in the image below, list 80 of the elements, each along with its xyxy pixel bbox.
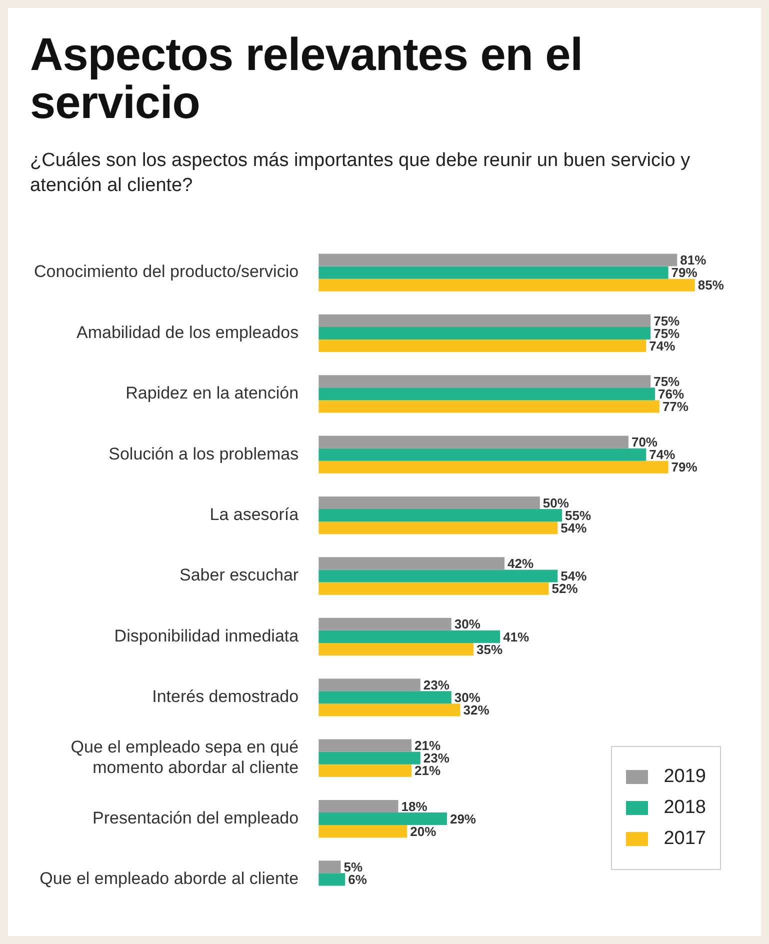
y-tick-label: Rapidez en la atención bbox=[126, 384, 299, 403]
data-label: 35% bbox=[476, 642, 503, 657]
bar bbox=[318, 254, 678, 266]
y-tick-label: Interés demostrado bbox=[152, 687, 299, 706]
data-label: 75% bbox=[654, 326, 680, 341]
bar bbox=[318, 752, 420, 764]
bar bbox=[318, 764, 412, 777]
bar bbox=[318, 812, 447, 826]
bar bbox=[318, 388, 656, 400]
data-label: 23% bbox=[423, 677, 450, 692]
bar bbox=[318, 630, 500, 643]
data-label: 50% bbox=[542, 495, 570, 510]
bar bbox=[318, 678, 420, 692]
bar bbox=[318, 522, 558, 534]
y-tick-label: Que el empleado aborde al cliente bbox=[40, 869, 299, 888]
bar bbox=[318, 400, 660, 413]
bar bbox=[318, 460, 668, 474]
bar bbox=[318, 557, 505, 570]
data-label: 85% bbox=[698, 278, 724, 293]
chart-subtitle: ¿Cuáles son los aspectos más importantes que debe reunir un buen servicio y atención al cliente? bbox=[30, 149, 692, 198]
bar bbox=[318, 436, 628, 448]
data-label: 30% bbox=[454, 616, 481, 632]
y-tick-label: Que el empleado sepa en qué momento abordar al cliente bbox=[70, 738, 299, 777]
y-tick-label: La asesoría bbox=[210, 504, 300, 524]
data-label: 29% bbox=[450, 811, 476, 826]
data-label: 81% bbox=[680, 252, 707, 268]
bar bbox=[318, 266, 668, 279]
bar bbox=[318, 278, 695, 292]
bar bbox=[318, 691, 452, 704]
bar bbox=[318, 509, 562, 522]
bar bbox=[318, 314, 651, 327]
bar bbox=[318, 825, 408, 838]
data-label: 32% bbox=[463, 702, 490, 718]
bar bbox=[318, 570, 558, 582]
y-tick-label: Conocimiento del producto/servicio bbox=[34, 262, 299, 282]
y-tick-label: Presentación del empleado bbox=[92, 808, 299, 828]
data-label: 70% bbox=[631, 434, 658, 450]
bar bbox=[318, 873, 346, 886]
bar bbox=[318, 326, 651, 340]
bar bbox=[318, 618, 452, 630]
bar bbox=[318, 496, 540, 510]
bar bbox=[318, 860, 341, 874]
data-label: 20% bbox=[410, 824, 437, 839]
data-label: 74% bbox=[649, 338, 676, 354]
bar bbox=[318, 704, 460, 716]
data-label: 41% bbox=[503, 629, 530, 644]
legend-label: 2019 bbox=[664, 766, 706, 788]
y-tick-label: Disponibilidad inmediata bbox=[114, 626, 300, 646]
bar bbox=[318, 340, 646, 352]
bar bbox=[318, 800, 398, 812]
data-label: 55% bbox=[565, 508, 592, 523]
data-label: 74% bbox=[649, 447, 676, 462]
bar bbox=[318, 375, 651, 388]
data-label: 79% bbox=[671, 460, 698, 475]
data-label: 79% bbox=[671, 265, 698, 280]
data-label: 6% bbox=[348, 872, 368, 888]
data-label: 52% bbox=[552, 581, 578, 596]
data-label: 77% bbox=[662, 399, 689, 414]
data-label: 54% bbox=[560, 520, 588, 536]
bar bbox=[318, 739, 412, 752]
data-label: 75% bbox=[654, 374, 680, 389]
data-label: 30% bbox=[454, 690, 481, 705]
legend-label: 2017 bbox=[664, 828, 706, 850]
bar bbox=[318, 448, 646, 461]
legend-label: 2018 bbox=[664, 797, 706, 819]
y-tick-label: Solución a los problemas bbox=[108, 444, 299, 464]
chart-title: Aspectos relevantes en el servicio bbox=[30, 28, 584, 128]
data-label: 42% bbox=[508, 556, 534, 572]
data-label: 54% bbox=[560, 568, 588, 584]
data-label: 75% bbox=[654, 313, 680, 328]
data-label: 5% bbox=[344, 859, 363, 874]
data-label: 21% bbox=[414, 763, 442, 778]
y-tick-label: Amabilidad de los empleados bbox=[76, 322, 299, 342]
bar bbox=[318, 582, 549, 595]
data-label: 21% bbox=[414, 738, 442, 754]
bar bbox=[318, 642, 474, 656]
data-label: 23% bbox=[423, 750, 450, 766]
data-label: 76% bbox=[658, 386, 684, 402]
data-label: 18% bbox=[401, 798, 428, 814]
y-tick-label: Saber escuchar bbox=[180, 566, 299, 585]
